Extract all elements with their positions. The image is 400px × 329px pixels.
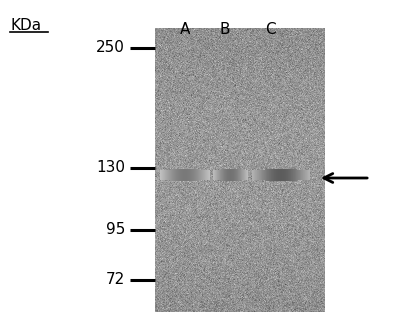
- Text: B: B: [220, 22, 230, 37]
- Text: KDa: KDa: [10, 18, 41, 33]
- Text: 72: 72: [106, 272, 125, 288]
- Text: C: C: [265, 22, 275, 37]
- Text: A: A: [180, 22, 190, 37]
- Text: 95: 95: [106, 222, 125, 238]
- Text: 250: 250: [96, 40, 125, 56]
- Text: 130: 130: [96, 161, 125, 175]
